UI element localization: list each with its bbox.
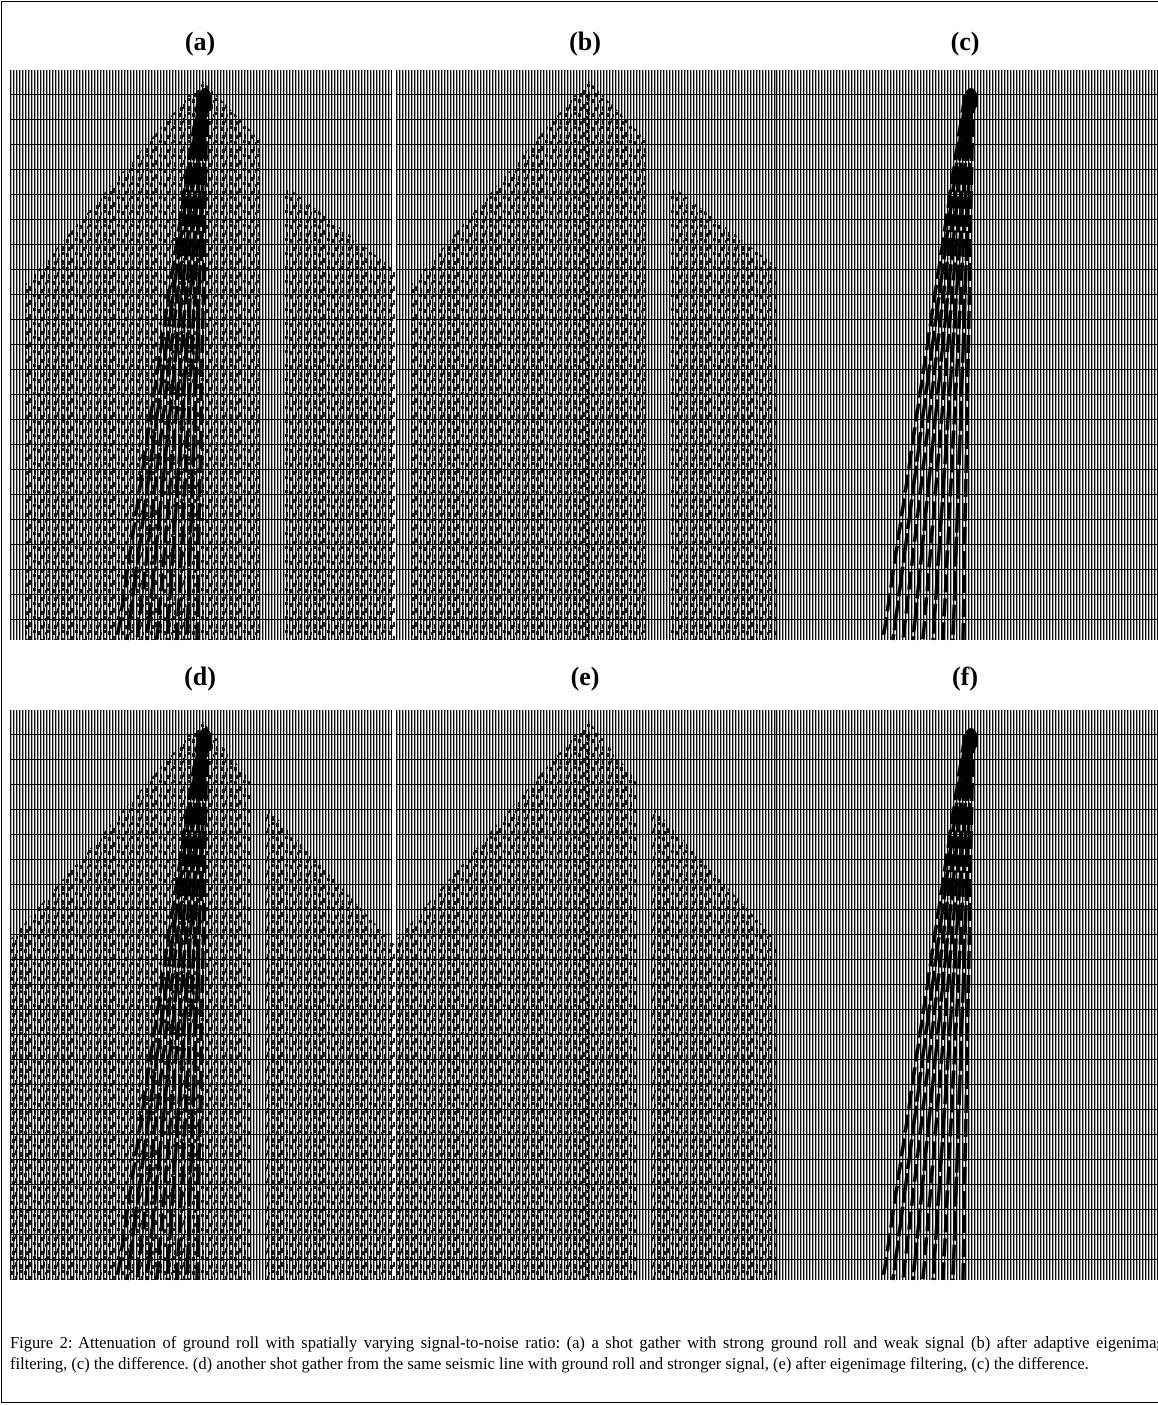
panel-label: (f): [952, 662, 978, 691]
panel-label: (c): [951, 27, 980, 56]
source-point: [964, 728, 978, 752]
source-point: [198, 88, 212, 112]
panel-label: (b): [569, 27, 601, 56]
figure-caption: Figure 2: Attenuation of ground roll wit…: [10, 1332, 1158, 1374]
seismic-panel: [10, 70, 395, 640]
panel-label: (a): [185, 27, 215, 56]
figure: (a) (b) (c) (d) (e) (f): [0, 0, 1158, 1320]
seismic-panel: [396, 710, 781, 1280]
seismic-panel: [10, 710, 395, 1280]
seismic-panel: [776, 70, 1158, 640]
seismic-panel: [396, 70, 781, 640]
panel-label: (e): [571, 662, 600, 691]
source-point: [964, 88, 978, 112]
source-point: [198, 728, 212, 752]
seismic-panel: [776, 710, 1158, 1280]
page: (a) (b) (c) (d) (e) (f) Figure 2: Attenuation…: [0, 0, 1158, 1405]
panel-label: (d): [184, 662, 216, 691]
